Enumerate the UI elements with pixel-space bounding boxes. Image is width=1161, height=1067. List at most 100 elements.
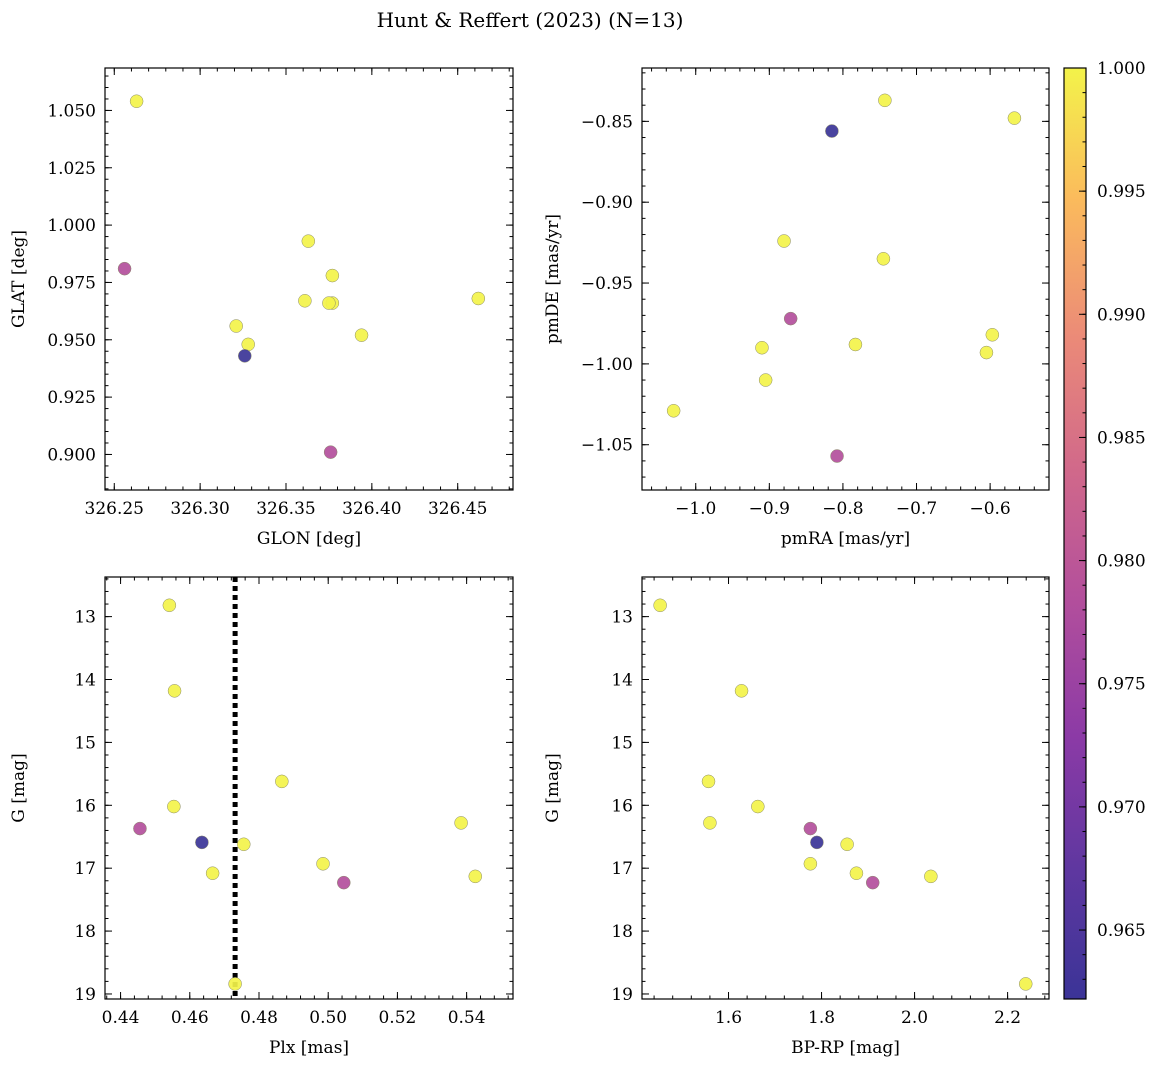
data-point (167, 799, 181, 814)
y-tick-label: 18 (74, 922, 96, 942)
data-point (825, 124, 839, 138)
data-point (703, 816, 717, 830)
data-point (237, 837, 251, 852)
data-point (275, 774, 289, 789)
data-point (653, 598, 667, 613)
x-tick-label: 326.25 (85, 499, 144, 519)
axes-frame (641, 67, 1050, 491)
x-tick-label: −1.0 (675, 499, 716, 519)
y-tick-label: 17 (74, 859, 96, 879)
x-tick-label: 0.52 (378, 1008, 416, 1028)
y-tick-label: −0.85 (581, 112, 633, 132)
data-point (701, 774, 716, 789)
y-tick-label: 0.975 (47, 273, 96, 293)
x-tick-label: −0.7 (896, 499, 937, 519)
data-point (979, 345, 994, 360)
data-point (1018, 977, 1033, 991)
data-point (195, 835, 209, 850)
y-tick-label: −1.00 (581, 355, 633, 375)
y-axis-label: G [mag] (543, 753, 563, 822)
x-axis-label: GLON [deg] (257, 529, 361, 549)
x-tick-label: 0.46 (171, 1008, 209, 1028)
y-tick-label: 16 (611, 796, 633, 816)
colorbar-tick-label: 0.985 (1097, 428, 1146, 448)
y-tick-label: 0.925 (47, 388, 96, 408)
y-tick-label: 0.900 (47, 445, 96, 465)
data-point (924, 869, 938, 884)
data-point (803, 821, 818, 836)
data-point (322, 296, 336, 310)
data-point (337, 875, 351, 890)
x-tick-label: 2.0 (901, 1008, 928, 1028)
y-tick-label: 14 (611, 671, 633, 691)
data-point (985, 328, 1000, 342)
data-point (205, 866, 220, 880)
colorbar-tick-label: 0.965 (1097, 921, 1146, 941)
x-tick-label: 1.6 (715, 1008, 742, 1028)
y-tick-label: 13 (611, 608, 633, 628)
data-point (354, 328, 369, 342)
x-axis-label: BP-RP [mag] (791, 1038, 900, 1058)
colorbar-tick-label: 0.975 (1097, 675, 1146, 695)
data-point (229, 319, 243, 333)
data-point (810, 835, 824, 850)
panel-pmra-pmde: −1.0 −0.9 −0.8 −0.7 −0.6 −1.05 −1.00 −0.95 −0.90… (543, 67, 1050, 549)
x-tick-label: −0.9 (749, 499, 790, 519)
data-point (848, 337, 863, 352)
data-point (755, 340, 769, 355)
axes-frame (641, 576, 1050, 1000)
x-tick-label: 326.45 (428, 499, 487, 519)
data-point (117, 261, 132, 276)
y-tick-label: 0.950 (47, 331, 96, 351)
data-point (751, 799, 765, 814)
data-point (454, 816, 468, 830)
y-tick-label: 13 (74, 608, 96, 628)
y-tick-label: 19 (611, 985, 633, 1005)
data-point (238, 349, 252, 363)
colorbar-tick-label: 1.000 (1097, 59, 1146, 79)
data-point (876, 252, 891, 266)
data-point (758, 373, 773, 387)
x-tick-label: 1.8 (808, 1008, 835, 1028)
data-point (777, 234, 791, 248)
data-point (167, 684, 182, 698)
data-point (830, 449, 844, 463)
data-point (803, 857, 818, 871)
colorbar-tick-label: 0.995 (1097, 182, 1146, 202)
y-tick-label: −0.95 (581, 274, 633, 294)
data-point (325, 268, 340, 283)
y-tick-label: 19 (74, 985, 96, 1005)
colorbar-tick-label: 0.980 (1097, 552, 1146, 572)
x-tick-label: −0.6 (969, 499, 1010, 519)
data-point (840, 837, 854, 852)
y-axis-label: pmDE [mas/yr] (543, 214, 563, 344)
data-point (162, 598, 177, 613)
x-tick-label: 0.50 (309, 1008, 347, 1028)
data-point (241, 337, 255, 352)
y-tick-label: 16 (74, 796, 96, 816)
axes-frame (104, 67, 514, 491)
data-point (323, 445, 338, 459)
x-tick-label: 2.2 (994, 1008, 1021, 1028)
colorbar-gradient (1063, 67, 1087, 1000)
y-tick-label: 14 (74, 671, 96, 691)
data-point (849, 866, 864, 880)
panel-plx-g: 0.44 0.46 0.48 0.50 0.52 0.54 13 14 15 16 17 18 19 Pl… (9, 576, 514, 1058)
y-tick-label: −0.90 (581, 193, 633, 213)
y-tick-label: −1.05 (581, 436, 633, 456)
y-axis-label: GLAT [deg] (9, 230, 29, 328)
data-point (1007, 111, 1022, 125)
y-tick-label: 1.025 (47, 159, 96, 179)
x-tick-label: 0.48 (240, 1008, 278, 1028)
figure-title: Hunt & Reffert (2023) (N=13) (377, 8, 684, 32)
y-tick-label: 15 (611, 733, 633, 753)
data-point (228, 977, 242, 991)
data-point (298, 294, 312, 308)
data-point (471, 291, 486, 306)
data-point (301, 234, 316, 248)
data-point (133, 821, 147, 836)
panel-glon-glat: 326.25 326.30 326.35 326.40 326.45 0.900 0.925… (9, 67, 514, 549)
y-axis-label: G [mag] (9, 753, 29, 822)
data-point (129, 94, 144, 109)
